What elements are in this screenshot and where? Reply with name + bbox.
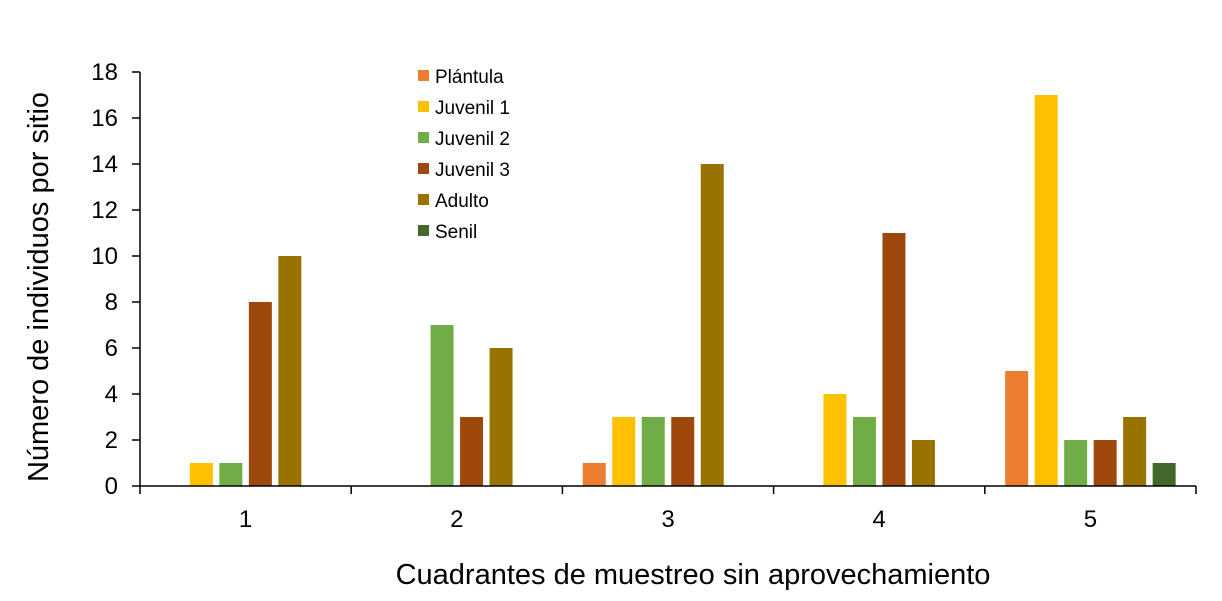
bar <box>1123 417 1147 486</box>
bar <box>278 256 302 486</box>
legend-label: Juvenil 1 <box>435 98 510 119</box>
bar <box>1152 463 1176 486</box>
y-axis-ticks: 0 2 4 6 8 10 12 14 16 18 <box>91 59 140 500</box>
legend-label: Plántula <box>435 67 504 88</box>
x-axis-ticks: 1 2 3 4 5 <box>139 486 1197 533</box>
y-tick-label: 8 <box>105 289 118 316</box>
legend-swatch <box>418 101 429 112</box>
bar <box>189 463 213 486</box>
y-tick-label: 12 <box>91 197 118 224</box>
bar <box>641 417 665 486</box>
bar <box>430 325 454 486</box>
bar <box>460 417 484 486</box>
legend-swatch <box>418 225 429 236</box>
y-axis-title: Número de individuos por sitio <box>23 92 55 482</box>
bar <box>1034 95 1058 486</box>
bar <box>700 164 724 486</box>
x-tick-label: 3 <box>661 506 674 533</box>
bar <box>582 463 606 486</box>
bar <box>1064 440 1088 486</box>
y-tick-label: 18 <box>91 59 118 86</box>
legend: Plántula Juvenil 1 Juvenil 2 Juvenil 3 Adult… <box>418 67 510 243</box>
bar <box>823 394 847 486</box>
bars-group <box>189 95 1176 486</box>
bar <box>489 348 513 486</box>
bar <box>911 440 935 486</box>
y-tick-label: 4 <box>105 381 118 408</box>
legend-label: Senil <box>435 222 477 243</box>
bar <box>671 417 695 486</box>
legend-swatch <box>418 70 429 81</box>
bar <box>1005 371 1029 486</box>
bar <box>219 463 243 486</box>
y-tick-label: 16 <box>91 105 118 132</box>
legend-swatch <box>418 163 429 174</box>
legend-swatch <box>418 132 429 143</box>
bar <box>882 233 906 486</box>
bar <box>248 302 272 486</box>
legend-label: Juvenil 3 <box>435 160 510 181</box>
x-tick-label: 5 <box>1084 506 1097 533</box>
x-tick-label: 1 <box>239 506 252 533</box>
x-axis-title: Cuadrantes de muestreo sin aprovechamien… <box>396 559 991 591</box>
x-tick-label: 4 <box>873 506 886 533</box>
y-tick-label: 10 <box>91 243 118 270</box>
y-tick-label: 14 <box>91 151 118 178</box>
y-tick-label: 2 <box>105 427 118 454</box>
legend-label: Juvenil 2 <box>435 129 510 150</box>
legend-swatch <box>418 194 429 205</box>
bar <box>612 417 636 486</box>
y-tick-label: 0 <box>105 473 118 500</box>
axes-group <box>139 72 1196 487</box>
legend-label: Adulto <box>435 191 489 212</box>
x-tick-label: 2 <box>450 506 463 533</box>
bar <box>852 417 876 486</box>
bar <box>1093 440 1117 486</box>
y-tick-label: 6 <box>105 335 118 362</box>
